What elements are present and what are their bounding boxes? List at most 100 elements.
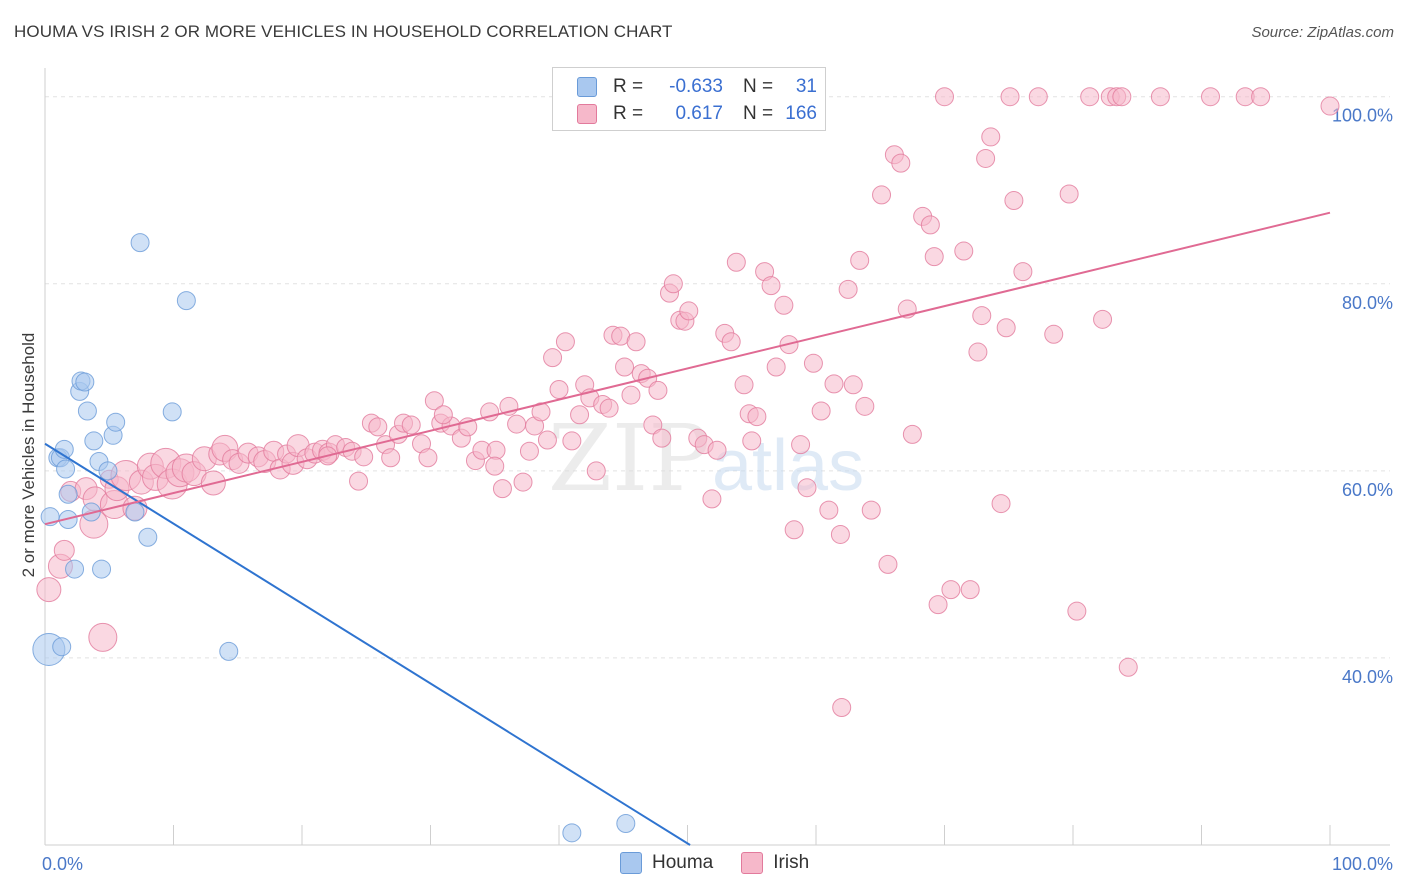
- irish-point: [652, 428, 672, 448]
- houma-point: [75, 372, 95, 392]
- irish-point: [960, 580, 980, 600]
- irish-point: [891, 153, 911, 173]
- houma-point: [58, 484, 78, 504]
- irish-point: [761, 276, 781, 296]
- irish-point: [354, 447, 374, 467]
- irish-points: [36, 87, 1340, 718]
- irish-point: [774, 295, 794, 315]
- irish-point: [586, 461, 606, 481]
- houma-point: [98, 461, 118, 481]
- irish-point: [872, 185, 892, 205]
- houma-point: [65, 559, 85, 579]
- irish-point: [381, 448, 401, 468]
- chart-source: Source: ZipAtlas.com: [1251, 24, 1394, 41]
- irish-point: [418, 448, 438, 468]
- irish-point: [702, 489, 722, 509]
- irish-point: [972, 306, 992, 326]
- irish-trend-line: [44, 211, 1331, 526]
- irish-point: [797, 478, 817, 498]
- legend-swatch-irish: [741, 852, 764, 874]
- houma-point: [77, 401, 97, 421]
- irish-point: [1251, 87, 1271, 107]
- irish-point: [747, 407, 767, 427]
- y-tick-label: 100.0%: [1332, 106, 1393, 126]
- irish-point: [734, 375, 754, 395]
- irish-point: [1093, 309, 1113, 329]
- irish-point: [838, 279, 858, 299]
- houma-point: [125, 502, 145, 522]
- irish-point: [36, 577, 62, 603]
- irish-point: [819, 500, 839, 520]
- irish-point: [643, 415, 663, 435]
- irish-point: [1320, 96, 1340, 116]
- irish-point: [824, 374, 844, 394]
- irish-point: [570, 405, 590, 425]
- stats-legend: R = -0.633 N = 31 R = 0.617 N = 166: [552, 67, 826, 131]
- irish-point: [832, 698, 852, 718]
- irish-point: [1013, 262, 1033, 282]
- irish-point: [766, 357, 786, 377]
- legend-item-houma[interactable]: Houma: [620, 852, 713, 874]
- legend-n-value: 31: [795, 76, 817, 97]
- irish-point: [424, 391, 444, 411]
- irish-point: [1028, 87, 1048, 107]
- houma-point: [56, 459, 76, 479]
- houma-point: [219, 641, 239, 661]
- irish-point: [981, 127, 1001, 147]
- irish-point: [599, 398, 619, 418]
- irish-point: [626, 332, 646, 352]
- legend-label-houma: Houma: [652, 852, 714, 873]
- houma-point: [562, 823, 582, 843]
- houma-point: [92, 559, 112, 579]
- legend-r-value: -0.633: [669, 76, 723, 97]
- irish-point: [784, 520, 804, 540]
- irish-point: [920, 215, 940, 235]
- legend-swatch-houma: [620, 852, 642, 874]
- irish-point: [928, 595, 948, 615]
- irish-point: [1059, 184, 1079, 204]
- houma-point: [162, 402, 182, 422]
- y-tick-label: 80.0%: [1342, 293, 1393, 313]
- houma-trend-line: [44, 442, 691, 846]
- irish-point: [830, 524, 850, 544]
- irish-point: [1004, 191, 1024, 211]
- legend-swatch-irish: [577, 104, 597, 124]
- legend-n-label: N =: [743, 76, 774, 97]
- legend-r-label: R =: [613, 103, 644, 124]
- trend-lines: [44, 211, 1331, 846]
- irish-point: [543, 348, 563, 368]
- x-tick-label: 100.0%: [1332, 854, 1393, 874]
- irish-point: [924, 247, 944, 267]
- irish-point: [648, 380, 668, 400]
- irish-point: [1112, 87, 1132, 107]
- legend-row-irish: R = 0.617 N = 166: [577, 101, 817, 127]
- irish-point: [850, 250, 870, 270]
- grid-lines: [45, 96, 1390, 659]
- houma-point: [84, 431, 104, 451]
- irish-point: [88, 622, 118, 652]
- irish-point: [1000, 87, 1020, 107]
- series-legend: Houma Irish: [620, 852, 837, 874]
- legend-item-irish[interactable]: Irish: [741, 852, 809, 874]
- legend-row-houma: R = -0.633 N = 31: [577, 74, 817, 100]
- irish-point: [996, 318, 1016, 338]
- irish-point: [843, 375, 863, 395]
- irish-point: [861, 500, 881, 520]
- legend-r-label: R =: [613, 76, 644, 97]
- irish-point: [1044, 324, 1064, 344]
- irish-point: [679, 301, 699, 321]
- irish-point: [976, 148, 996, 168]
- chart-title: HOUMA VS IRISH 2 OR MORE VEHICLES IN HOU…: [14, 22, 673, 41]
- irish-point: [855, 396, 875, 416]
- irish-point: [954, 241, 974, 261]
- irish-point: [621, 385, 641, 405]
- houma-points: [32, 233, 636, 843]
- axes: [44, 68, 1390, 846]
- irish-point: [1118, 657, 1138, 677]
- irish-point: [935, 87, 954, 107]
- irish-point: [349, 471, 369, 491]
- irish-point: [663, 274, 683, 294]
- irish-point: [537, 430, 557, 450]
- irish-point: [486, 440, 506, 460]
- legend-swatch-houma: [577, 77, 597, 97]
